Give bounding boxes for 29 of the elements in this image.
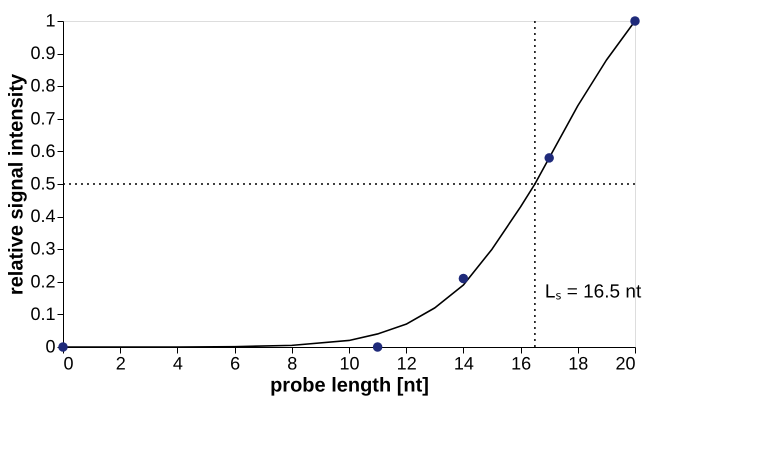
x-tick-label: 2 bbox=[116, 354, 126, 374]
point bbox=[630, 16, 640, 26]
x-tick-label: 8 bbox=[287, 354, 298, 374]
point bbox=[544, 153, 554, 163]
y-tick-label: 0.7 bbox=[30, 108, 56, 128]
ref-line-label: Lₛ = 16.5 nt bbox=[544, 282, 642, 303]
x-tick-label: 10 bbox=[339, 354, 360, 374]
y-tick-label: 0.8 bbox=[30, 76, 56, 96]
y-tick-label: 0.2 bbox=[30, 271, 56, 292]
y-axis-title: relative signal intensity bbox=[5, 73, 28, 296]
y-tick-label: 0.9 bbox=[30, 43, 56, 64]
y-tick-label: 1 bbox=[45, 10, 56, 30]
x-tick-label: 20 bbox=[615, 354, 636, 374]
x-tick-label: 16 bbox=[511, 354, 532, 374]
x-tick-label: 12 bbox=[396, 354, 417, 374]
y-tick-label: 0.3 bbox=[30, 238, 56, 259]
point bbox=[458, 274, 468, 284]
x-tick-label: 6 bbox=[230, 354, 240, 374]
x-tick-label: 0 bbox=[64, 354, 74, 374]
y-tick-label: 0.5 bbox=[30, 174, 56, 194]
x-tick-label: 14 bbox=[454, 354, 474, 374]
y-tick-label: 0.1 bbox=[30, 304, 56, 324]
x-axis-title: probe length [nt] bbox=[270, 374, 429, 396]
x-tick-label: 18 bbox=[568, 354, 588, 374]
x-tick-label: 4 bbox=[172, 354, 183, 374]
y-tick-label: 0.6 bbox=[30, 140, 56, 161]
y-tick-label: 0.4 bbox=[30, 206, 56, 226]
point bbox=[372, 342, 382, 352]
y-tick-label: 0 bbox=[45, 336, 56, 356]
